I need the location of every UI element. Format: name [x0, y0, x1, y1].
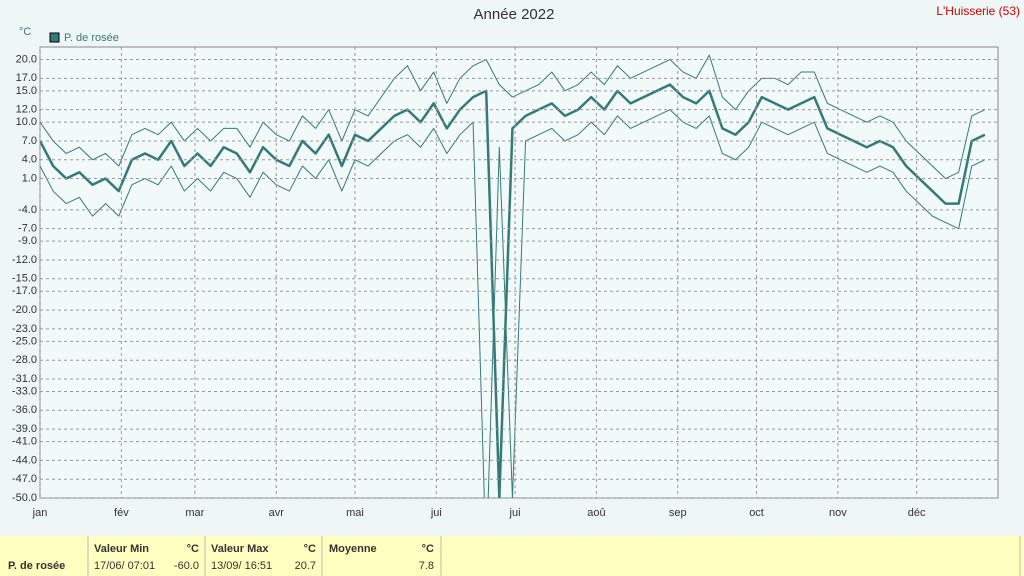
summary-title: Moyenne	[329, 543, 377, 555]
x-tick-label: sep	[669, 507, 687, 519]
plot-area	[39, 46, 999, 499]
mean-line	[40, 83, 986, 498]
y-tick-label: -39.0	[12, 423, 37, 435]
y-tick-label: 12.0	[16, 104, 37, 116]
chart-title: Année 2022	[474, 6, 555, 23]
y-tick-label: 1.0	[22, 172, 37, 184]
y-tick-label: -25.0	[12, 335, 37, 347]
y-tick-label: -17.0	[12, 285, 37, 297]
y-tick-label: -28.0	[12, 354, 37, 366]
x-tick-label: mai	[346, 507, 364, 519]
summary-value: 20.7	[295, 560, 316, 572]
x-tick-label: oct	[749, 507, 764, 519]
x-tick-label: déc	[908, 507, 926, 519]
y-tick-label: 10.0	[16, 116, 37, 128]
x-tick-label: aoû	[587, 507, 605, 519]
y-tick-label: -36.0	[12, 404, 37, 416]
summary-title: Valeur Min	[94, 543, 149, 555]
station: L'Huisserie (53)	[936, 4, 1020, 18]
y-tick-label: -7.0	[18, 223, 37, 235]
y-tick-label: 20.0	[16, 53, 37, 65]
y-tick-label: -20.0	[12, 304, 37, 316]
high-line	[40, 54, 986, 180]
x-tick-label: jui	[430, 507, 442, 519]
y-tick-label: -41.0	[12, 436, 37, 448]
summary-unit: °C	[187, 543, 199, 555]
y-tick-label: 17.0	[16, 72, 37, 84]
summary-value: -60.0	[174, 560, 199, 572]
y-tick-label: -4.0	[18, 204, 37, 216]
summary-title: Valeur Max	[211, 543, 269, 555]
y-tick-label: -23.0	[12, 323, 37, 335]
y-tick-label: 4.0	[22, 154, 37, 166]
y-tick-label: 7.0	[22, 135, 37, 147]
x-tick-label: nov	[829, 507, 847, 519]
summary-unit: °C	[422, 543, 434, 555]
x-tick-label: avr	[269, 507, 285, 519]
y-unit: °C	[19, 26, 31, 38]
x-tick-label: jui	[509, 507, 521, 519]
y-tick-label: -47.0	[12, 473, 37, 485]
summary-panel	[0, 536, 1024, 576]
x-tick-label: mar	[185, 507, 204, 519]
y-tick-label: -50.0	[12, 492, 37, 504]
y-tick-label: -12.0	[12, 254, 37, 266]
x-tick-label: fév	[114, 507, 129, 519]
y-tick-label: -9.0	[18, 235, 37, 247]
y-tick-label: -44.0	[12, 454, 37, 466]
summary-unit: °C	[304, 543, 316, 555]
summary-name: P. de rosée	[8, 560, 65, 572]
legend-label: P. de rosée	[64, 32, 119, 44]
y-tick-label: 15.0	[16, 85, 37, 97]
x-tick-label: jan	[32, 507, 48, 519]
y-tick-label: -15.0	[12, 273, 37, 285]
legend-swatch	[49, 32, 60, 43]
y-tick-label: -33.0	[12, 385, 37, 397]
y-tick-label: -31.0	[12, 373, 37, 385]
summary-value: 7.8	[419, 560, 434, 572]
summary-date: 17/06/ 07:01	[94, 560, 155, 572]
summary-date: 13/09/ 16:51	[211, 560, 272, 572]
